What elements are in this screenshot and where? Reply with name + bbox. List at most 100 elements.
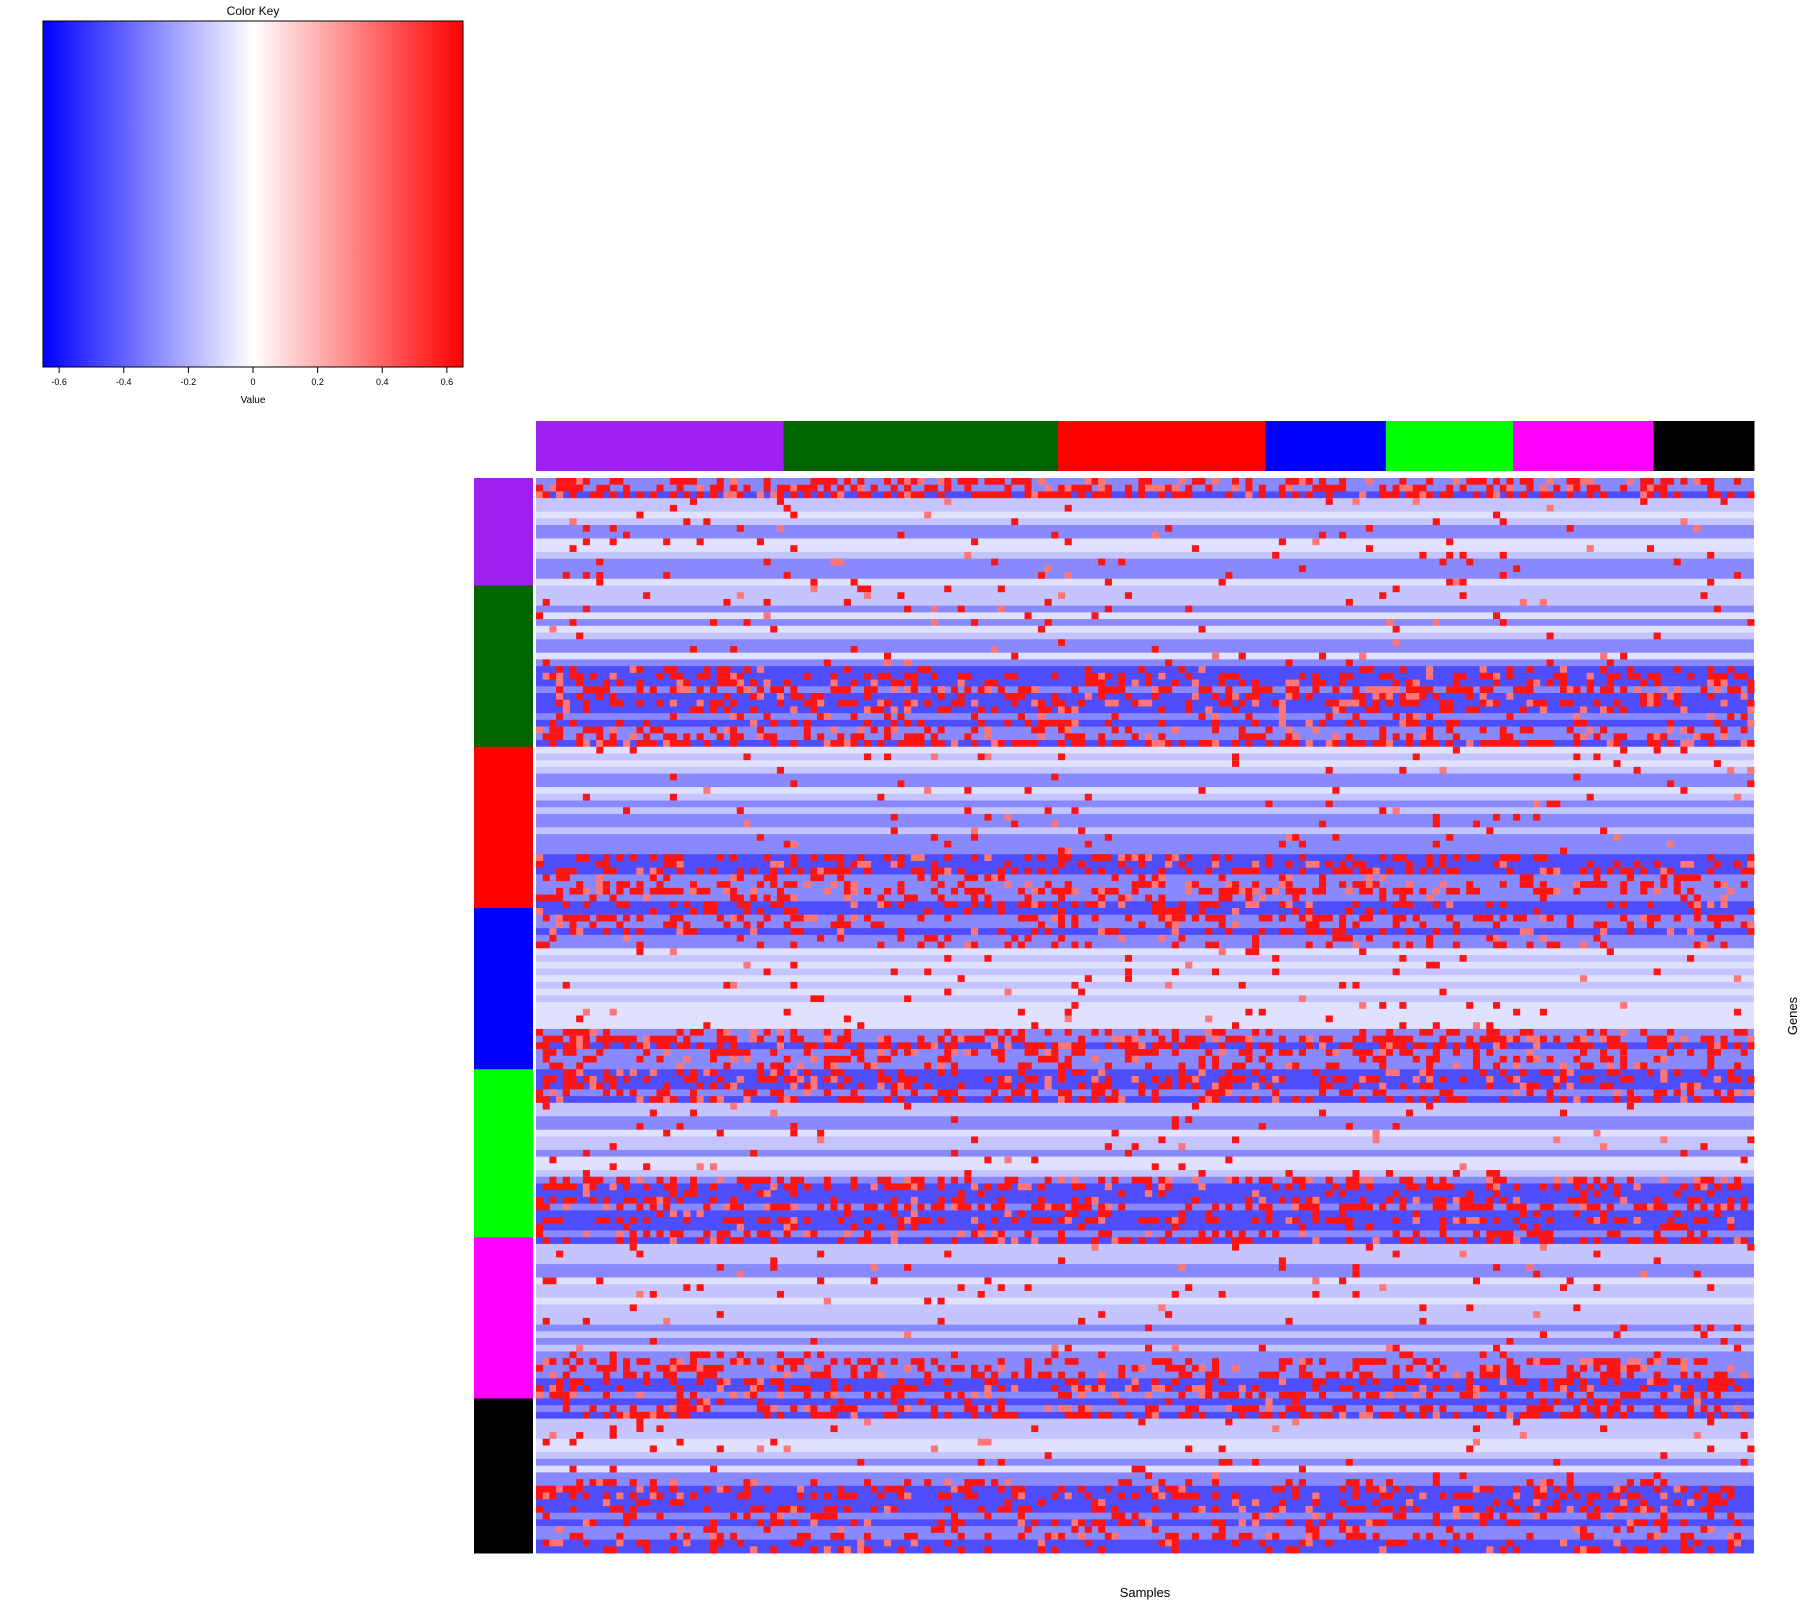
heatmap-cell [776, 894, 785, 902]
heatmap-cell [1319, 874, 1327, 882]
heatmap-cell [1151, 1492, 1159, 1500]
heatmap-cell [736, 1217, 744, 1225]
heatmap-cell [1479, 740, 1487, 748]
heatmap-cell [870, 1264, 878, 1272]
heatmap-cell [1379, 740, 1387, 748]
heatmap-cell [1526, 686, 1534, 694]
heatmap-cell [1559, 1411, 1568, 1420]
heatmap-cell [616, 1035, 624, 1043]
heatmap-cell [1513, 1237, 1521, 1245]
heatmap-cell [1493, 679, 1501, 687]
heatmap-cell [1559, 1492, 1568, 1500]
heatmap-cell [1138, 1176, 1146, 1184]
heatmap-cell [930, 1042, 938, 1050]
heatmap-cell [1339, 921, 1347, 929]
heatmap-cell [1232, 867, 1240, 875]
heatmap-cell [1385, 693, 1394, 701]
heatmap-cell [997, 1411, 1005, 1420]
heatmap-cell [1519, 1378, 1527, 1386]
heatmap-cell [1392, 1512, 1400, 1520]
heatmap-cell [1372, 881, 1380, 889]
heatmap-cell [1292, 733, 1300, 741]
heatmap-cell [937, 726, 945, 734]
heatmap-cell [1633, 1364, 1641, 1372]
heatmap-cell [1138, 1217, 1146, 1225]
heatmap-cell [1225, 881, 1233, 889]
heatmap-cell [930, 484, 938, 492]
heatmap-cell [1064, 854, 1072, 862]
heatmap-cell [1412, 1210, 1420, 1218]
heatmap-cell [1432, 1479, 1440, 1487]
heatmap-cell [676, 860, 684, 869]
heatmap-cell [1151, 645, 1159, 654]
heatmap-cell [790, 484, 798, 492]
heatmap-cell [743, 901, 751, 909]
heatmap-cell [1733, 1344, 1742, 1352]
heatmap-cell [1298, 1203, 1307, 1211]
heatmap-cell [1499, 619, 1507, 627]
heatmap-cell [1185, 887, 1193, 895]
heatmap-cell [944, 867, 952, 875]
heatmap-cell [877, 921, 885, 929]
heatmap-cell [884, 659, 892, 667]
heatmap-cell [884, 652, 892, 660]
heatmap-cell [776, 1385, 785, 1393]
heatmap-cell [1546, 867, 1554, 875]
heatmap-row [536, 1331, 1754, 1339]
heatmap-cell [971, 1391, 979, 1399]
heatmap-cell [536, 1223, 544, 1231]
heatmap-cell [689, 928, 698, 936]
heatmap-cell [897, 478, 905, 486]
heatmap-cell [790, 1069, 798, 1077]
heatmap-cell [1191, 478, 1199, 486]
heatmap-cell [944, 1096, 952, 1104]
heatmap-cell [877, 901, 885, 909]
heatmap-cell [696, 699, 704, 707]
heatmap-cell [743, 1049, 751, 1057]
heatmap-cell [884, 672, 892, 680]
heatmap-cell [609, 1425, 617, 1433]
heatmap-cell [589, 1028, 597, 1037]
heatmap-cell [756, 733, 764, 741]
heatmap-cell [676, 914, 684, 922]
heatmap-cell [991, 740, 999, 748]
heatmap-cell [803, 726, 811, 734]
heatmap-cell [1124, 726, 1133, 734]
heatmap-cell [1285, 478, 1293, 486]
heatmap-cell [1211, 1492, 1220, 1500]
heatmap-cell [1740, 1411, 1748, 1420]
heatmap-cell [1158, 491, 1166, 499]
heatmap-cell [1252, 1082, 1260, 1090]
heatmap-cell [1653, 672, 1661, 680]
heatmap-cell [1131, 887, 1139, 895]
heatmap-cell [783, 1096, 791, 1104]
heatmap-cell [803, 1183, 811, 1191]
heatmap-cell [1024, 484, 1032, 492]
heatmap-cell [743, 1183, 751, 1191]
heatmap-cell [1499, 1176, 1507, 1184]
heatmap-cell [1312, 484, 1320, 492]
heatmap-cell [817, 1277, 825, 1285]
heatmap-cell [950, 1035, 959, 1043]
heatmap-cell [1379, 1492, 1387, 1500]
heatmap-cell [1613, 1364, 1621, 1372]
heatmap-row [536, 760, 1754, 768]
heatmap-cell [1452, 1411, 1460, 1420]
heatmap-cell [1593, 1358, 1601, 1366]
heatmap-cell [1138, 881, 1146, 889]
heatmap-cell [950, 901, 959, 909]
heatmap-cell [1446, 914, 1454, 922]
heatmap-cell [877, 1069, 885, 1077]
heatmap-cell [1399, 1385, 1407, 1393]
heatmap-cell [1646, 881, 1655, 889]
heatmap-cell [984, 1237, 992, 1245]
heatmap-cell [1693, 914, 1701, 922]
heatmap-cell [1640, 1546, 1648, 1554]
heatmap-cell [1733, 1089, 1742, 1097]
heatmap-cell [1673, 1089, 1681, 1097]
heatmap-cell [1539, 894, 1547, 902]
heatmap-cell [810, 578, 818, 586]
heatmap-cell [756, 1217, 764, 1225]
heatmap-cell [1733, 860, 1742, 869]
heatmap-cell [837, 558, 845, 566]
